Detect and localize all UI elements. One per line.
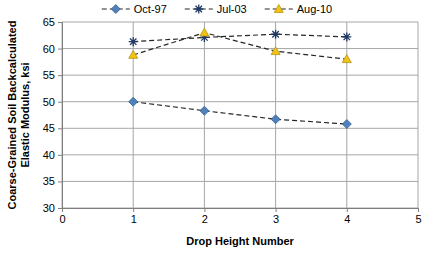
x-grid-line	[418, 22, 419, 208]
series-marker	[129, 50, 138, 58]
legend-item: Aug-10	[265, 3, 332, 15]
x-tick-label: 0	[59, 213, 65, 225]
x-tick-mark	[347, 208, 348, 212]
y-tick-mark	[58, 128, 62, 129]
y-grid-line	[62, 181, 418, 182]
series-marker	[271, 115, 280, 124]
y-tick: 55	[43, 69, 62, 81]
y-tick-mark	[58, 49, 62, 50]
x-tick-label: 4	[344, 213, 350, 225]
x-axis-line	[63, 209, 419, 213]
x-tick: 2	[202, 208, 208, 225]
chart: 0123453035404550556065Drop Height Number…	[0, 0, 434, 261]
y-tick-mark	[58, 75, 62, 76]
series-marker	[342, 55, 351, 63]
y-axis: 30 35 40 45 50 55 60 65	[43, 16, 63, 214]
legend-marker	[194, 5, 203, 14]
x-tick: 5	[415, 208, 421, 225]
series-marker	[200, 106, 209, 115]
grid	[62, 22, 418, 208]
y-axis-line	[58, 23, 63, 209]
y-grid-line	[62, 154, 418, 155]
x-tick: 0	[59, 208, 65, 225]
series-marker	[271, 30, 280, 39]
series-line	[133, 34, 347, 41]
series-line	[133, 102, 347, 124]
y-tick-label: 60	[43, 43, 55, 55]
legend-label: Aug-10	[297, 3, 332, 15]
y-tick-mark	[58, 181, 62, 182]
y-tick-label: 30	[43, 202, 55, 214]
y-grid-line	[62, 75, 418, 76]
x-tick-mark	[133, 208, 134, 212]
legend-label: Jul-03	[217, 3, 247, 15]
y-tick: 35	[43, 175, 62, 187]
y-tick: 60	[43, 43, 62, 55]
x-grid-line	[346, 22, 347, 208]
x-tick-mark	[204, 208, 205, 212]
x-tick-label: 5	[415, 213, 421, 225]
y-tick-label: 40	[43, 149, 55, 161]
x-tick-label: 1	[131, 213, 137, 225]
legend-item: Jul-03	[185, 3, 247, 15]
y-tick: 65	[43, 16, 62, 28]
series-marker	[271, 47, 280, 55]
y-tick: 50	[43, 96, 62, 108]
y-tick-label: 55	[43, 69, 55, 81]
x-tick-mark	[418, 208, 419, 212]
series-marker	[342, 120, 351, 129]
y-axis-title: Coarse-Grained Soil BackcalculatedElasti…	[6, 21, 31, 210]
y-tick-label: 65	[43, 16, 55, 28]
y-tick-mark	[58, 208, 62, 209]
y-grid-line	[62, 101, 418, 102]
legend-item: Oct-97	[102, 3, 167, 15]
y-axis-title-line: Coarse-Grained Soil Backcalculated	[6, 21, 18, 210]
series-marker	[342, 32, 351, 41]
x-tick-label: 3	[273, 213, 279, 225]
y-axis-title-line: Elastic Modulus, ksi	[19, 62, 31, 167]
x-tick: 1	[131, 208, 137, 225]
x-axis-title: Drop Height Number	[186, 235, 294, 247]
y-grid-line	[62, 48, 418, 49]
legend-label: Oct-97	[134, 3, 167, 15]
series-line	[133, 33, 347, 60]
x-tick: 3	[273, 208, 279, 225]
series-marker	[129, 97, 138, 106]
legend-marker	[111, 5, 120, 14]
y-grid-line	[62, 128, 418, 129]
series-marker	[200, 28, 209, 36]
x-axis: 0 1 2 3 4 5	[59, 208, 421, 225]
y-tick-label: 50	[43, 96, 55, 108]
y-tick-label: 35	[43, 175, 55, 187]
legend: Oct-97 Jul-03 Aug-10	[102, 3, 332, 15]
y-tick-mark	[58, 102, 62, 103]
y-tick: 45	[43, 122, 62, 134]
x-tick-label: 2	[202, 213, 208, 225]
legend-marker	[274, 5, 283, 13]
plot-area	[129, 28, 352, 128]
y-tick: 30	[43, 202, 62, 214]
x-tick-mark	[276, 208, 277, 212]
y-tick-mark	[58, 22, 62, 23]
x-tick: 4	[344, 208, 350, 225]
y-grid-line	[62, 22, 418, 23]
y-tick-mark	[58, 155, 62, 156]
series-marker	[129, 37, 138, 46]
y-tick: 40	[43, 149, 62, 161]
y-tick-label: 45	[43, 122, 55, 134]
